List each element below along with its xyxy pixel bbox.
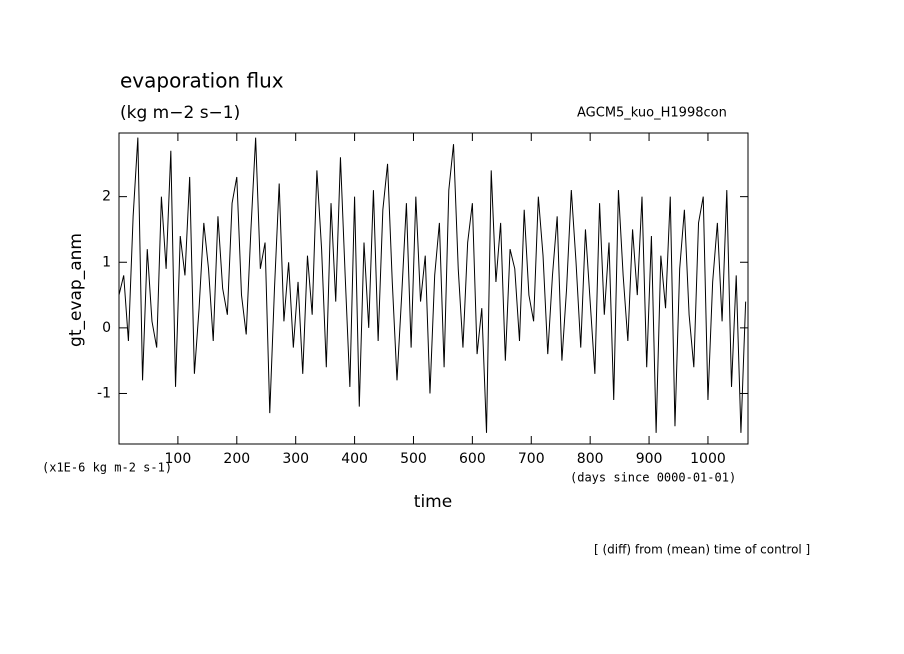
- x-units: (days since 0000-01-01): [570, 471, 736, 485]
- x-tick-label: 1000: [690, 451, 726, 467]
- x-tick-label: 400: [341, 451, 368, 467]
- y-tick-label: 1: [102, 254, 111, 270]
- data-line: [118, 137, 747, 433]
- y-tick-label: 2: [102, 189, 111, 205]
- run-label: AGCM5_kuo_H1998con: [577, 106, 727, 121]
- chart-subtitle: (kg m−2 s−1): [120, 103, 240, 123]
- x-tick-label: 300: [282, 451, 309, 467]
- chart-title: evaporation flux: [120, 69, 284, 93]
- x-tick-label: 700: [518, 451, 545, 467]
- x-axis-label: time: [414, 492, 452, 512]
- y-units: (x1E-6 kg m-2 s-1): [42, 461, 172, 475]
- x-tick-label: 600: [459, 451, 486, 467]
- y-tick-label: -1: [97, 385, 111, 401]
- plot-frame: [118, 132, 749, 445]
- x-tick-label: 800: [577, 451, 604, 467]
- footnote: [ (diff) from (mean) time of control ]: [594, 543, 810, 557]
- y-axis-label: gt_evap_anm: [66, 233, 86, 347]
- x-tick-label: 500: [400, 451, 427, 467]
- x-tick-label: 900: [636, 451, 663, 467]
- x-tick-label: 100: [165, 451, 192, 467]
- x-tick-label: 200: [223, 451, 250, 467]
- y-tick-label: 0: [102, 320, 111, 336]
